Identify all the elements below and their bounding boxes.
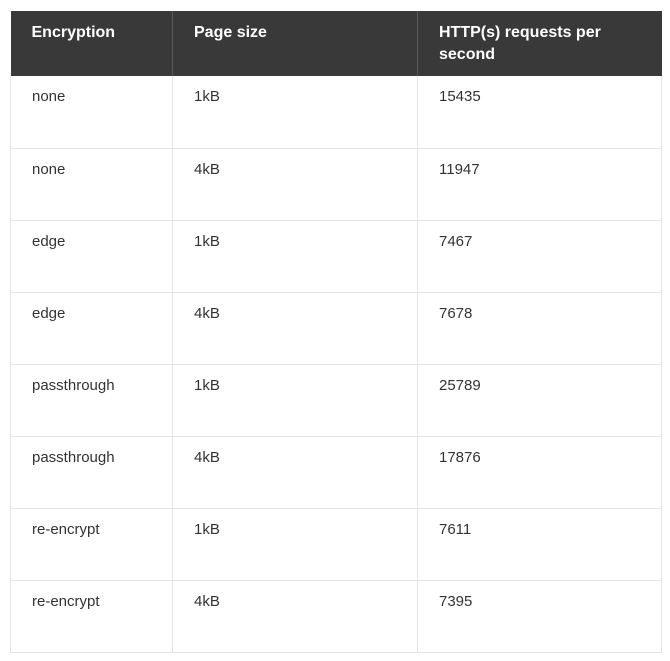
cell-encryption: none <box>10 76 173 149</box>
cell-requests: 7678 <box>417 292 662 365</box>
table-row: passthrough 1kB 25789 <box>10 364 662 437</box>
table-row: none 4kB 11947 <box>10 148 662 221</box>
cell-page-size: 1kB <box>172 364 418 437</box>
cell-encryption: re-encrypt <box>10 580 173 653</box>
cell-page-size: 1kB <box>172 508 418 581</box>
header-page-size: Page size <box>172 11 418 76</box>
table-header: Encryption Page size HTTP(s) requests pe… <box>10 11 662 76</box>
results-table-container: Encryption Page size HTTP(s) requests pe… <box>10 11 662 653</box>
table-row: none 1kB 15435 <box>10 76 662 149</box>
cell-page-size: 1kB <box>172 220 418 293</box>
cell-requests: 15435 <box>417 76 662 149</box>
cell-requests: 25789 <box>417 364 662 437</box>
cell-requests: 7395 <box>417 580 662 653</box>
cell-page-size: 4kB <box>172 292 418 365</box>
table-row: edge 1kB 7467 <box>10 220 662 293</box>
header-encryption: Encryption <box>10 11 173 76</box>
table-row: edge 4kB 7678 <box>10 292 662 365</box>
table-row: re-encrypt 1kB 7611 <box>10 508 662 581</box>
cell-encryption: re-encrypt <box>10 508 173 581</box>
cell-encryption: edge <box>10 292 173 365</box>
cell-requests: 17876 <box>417 436 662 509</box>
cell-page-size: 4kB <box>172 148 418 221</box>
cell-encryption: passthrough <box>10 364 173 437</box>
results-table: Encryption Page size HTTP(s) requests pe… <box>10 11 662 653</box>
cell-requests: 7611 <box>417 508 662 581</box>
table-row: re-encrypt 4kB 7395 <box>10 580 662 653</box>
header-requests-per-second: HTTP(s) requests per second <box>417 11 662 76</box>
cell-encryption: none <box>10 148 173 221</box>
table-row: passthrough 4kB 17876 <box>10 436 662 509</box>
cell-page-size: 1kB <box>172 76 418 149</box>
table-body: none 1kB 15435 none 4kB 11947 edge 1kB 7… <box>10 76 662 653</box>
cell-encryption: edge <box>10 220 173 293</box>
cell-requests: 11947 <box>417 148 662 221</box>
cell-page-size: 4kB <box>172 436 418 509</box>
cell-encryption: passthrough <box>10 436 173 509</box>
header-row: Encryption Page size HTTP(s) requests pe… <box>10 11 662 76</box>
cell-page-size: 4kB <box>172 580 418 653</box>
cell-requests: 7467 <box>417 220 662 293</box>
